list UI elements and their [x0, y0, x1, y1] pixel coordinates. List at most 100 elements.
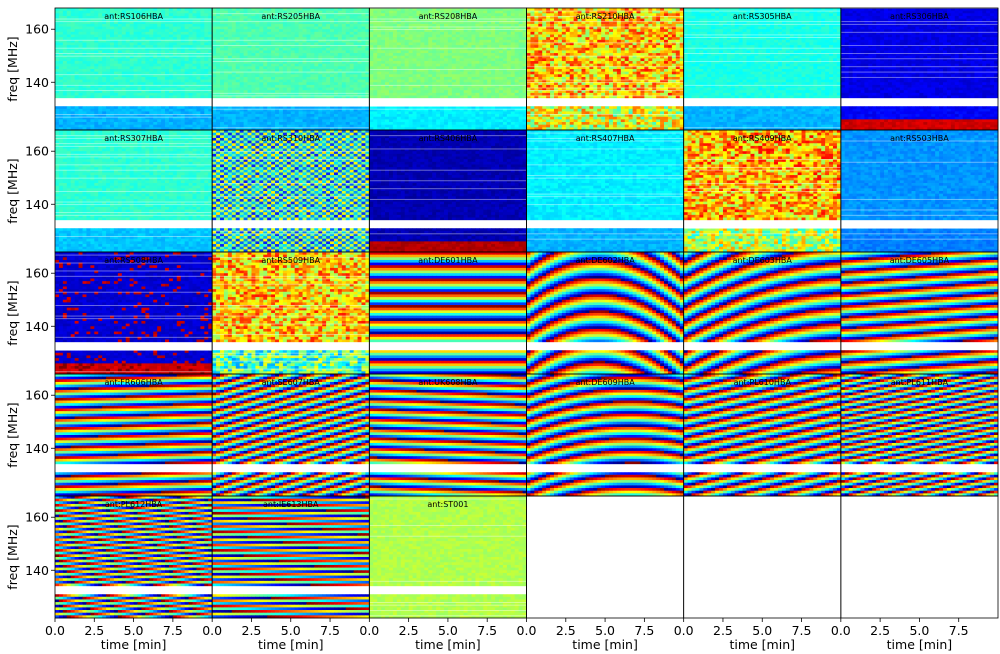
heatmap-cell	[181, 16, 185, 19]
heatmap-cell	[98, 37, 102, 40]
heatmap-cell	[94, 32, 98, 35]
heatmap-cell	[149, 72, 153, 75]
heatmap-cell	[145, 77, 149, 80]
heatmap-cell	[220, 32, 224, 35]
heatmap-cell	[177, 122, 181, 125]
heatmap-cell	[193, 11, 197, 14]
heatmap-cell	[263, 24, 267, 27]
heatmap-cell	[295, 27, 299, 30]
heatmap-cell	[165, 106, 169, 109]
heatmap-cell	[318, 24, 322, 27]
heatmap-cell	[244, 29, 248, 32]
heatmap-cell	[196, 13, 200, 16]
heatmap-cell	[326, 8, 330, 11]
heatmap-cell	[122, 42, 126, 45]
heatmap-cell	[138, 61, 142, 64]
heatmap-cell	[94, 61, 98, 64]
heatmap-cell	[110, 96, 114, 99]
heatmap-cell	[90, 77, 94, 80]
heatmap-cell	[240, 24, 244, 27]
heatmap-cell	[71, 37, 75, 40]
heatmap-cell	[342, 29, 346, 32]
heatmap-cell	[94, 16, 98, 19]
heatmap-cell	[173, 77, 177, 80]
heatmap-cell	[173, 88, 177, 91]
heatmap-cell	[59, 122, 63, 125]
heatmap-cell	[165, 96, 169, 99]
heatmap-cell	[126, 72, 130, 75]
heatmap-cell	[90, 61, 94, 64]
heatmap-cell	[161, 111, 165, 114]
heatmap-cell	[204, 45, 208, 48]
heatmap-cell	[200, 88, 204, 91]
heatmap-cell	[279, 29, 283, 32]
heatmap-cell	[83, 122, 87, 125]
heatmap-cell	[334, 29, 338, 32]
heatmap-cell	[59, 64, 63, 67]
heatmap-cell	[110, 119, 114, 122]
heatmap-cell	[59, 11, 63, 14]
heatmap-cell	[110, 29, 114, 32]
heatmap-cell	[59, 50, 63, 53]
heatmap-cell	[67, 119, 71, 122]
heatmap-cell	[196, 122, 200, 125]
heatmap-cell	[55, 50, 59, 53]
heatmap-cell	[59, 82, 63, 85]
heatmap-cell	[63, 8, 67, 11]
heatmap-cell	[185, 50, 189, 53]
heatmap-cell	[181, 50, 185, 53]
heatmap-cell	[98, 16, 102, 19]
heatmap-cell	[354, 24, 358, 27]
heatmap-cell	[169, 32, 173, 35]
heatmap-cell	[161, 42, 165, 45]
heatmap-cell	[283, 8, 287, 11]
heatmap-cell	[63, 64, 67, 67]
heatmap-cell	[110, 61, 114, 64]
heatmap-cell	[71, 106, 75, 109]
heatmap-cell	[110, 27, 114, 30]
heatmap-cell	[55, 13, 59, 16]
heatmap-cell	[138, 106, 142, 109]
heatmap-cell	[169, 61, 173, 64]
heatmap-cell	[189, 125, 193, 128]
heatmap-cell	[189, 24, 193, 27]
heatmap-cell	[86, 58, 90, 61]
heatmap-cell	[90, 88, 94, 91]
heatmap-cell	[67, 8, 71, 11]
heatmap-cell	[110, 106, 114, 109]
heatmap-cell	[189, 29, 193, 32]
heatmap-cell	[138, 32, 142, 35]
heatmap-cell	[79, 82, 83, 85]
heatmap-cell	[165, 64, 169, 67]
heatmap-cell	[149, 93, 153, 96]
heatmap-cell	[59, 72, 63, 75]
antenna-label: ant:RS106HBA	[104, 12, 163, 21]
heatmap-cell	[98, 64, 102, 67]
heatmap-cell	[153, 72, 157, 75]
heatmap-cell	[63, 106, 67, 109]
heatmap-cell	[204, 11, 208, 14]
flagged-channel-line	[55, 21, 212, 22]
heatmap-cell	[75, 8, 79, 11]
heatmap-cell	[185, 42, 189, 45]
heatmap-cell	[67, 72, 71, 75]
heatmap-cell	[165, 29, 169, 32]
heatmap-cell	[157, 119, 161, 122]
heatmap-cell	[94, 72, 98, 75]
heatmap-cell	[161, 82, 165, 85]
heatmap-cell	[94, 82, 98, 85]
heatmap-cell	[63, 109, 67, 112]
heatmap-cell	[161, 24, 165, 27]
heatmap-cell	[200, 96, 204, 99]
heatmap-cell	[283, 32, 287, 35]
heatmap-cell	[126, 80, 130, 83]
heatmap-cell	[267, 27, 271, 30]
heatmap-cell	[67, 82, 71, 85]
heatmap-cell	[149, 27, 153, 30]
heatmap-cell	[67, 106, 71, 109]
heatmap-cell	[71, 88, 75, 91]
heatmap-cell	[275, 27, 279, 30]
heatmap-cell	[59, 37, 63, 40]
heatmap-cell	[141, 35, 145, 38]
heatmap-cell	[232, 8, 236, 11]
